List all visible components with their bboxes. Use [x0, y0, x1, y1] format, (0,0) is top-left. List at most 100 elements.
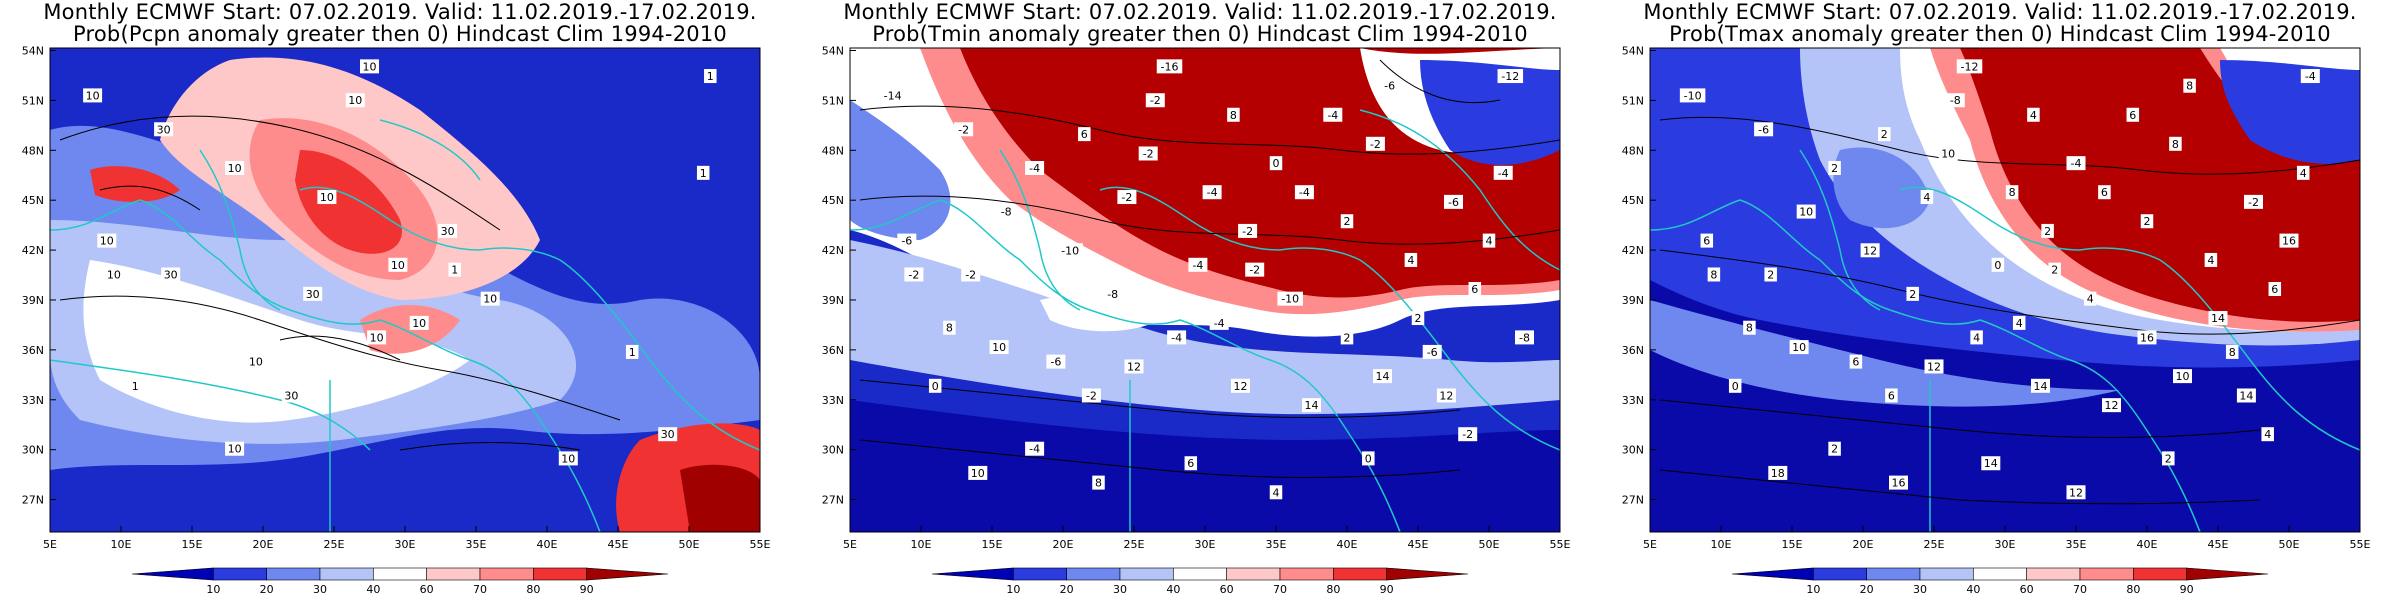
contour-label: 1: [700, 167, 707, 180]
contour-label: -4: [1498, 167, 1509, 180]
contour-label-box: [943, 320, 956, 335]
contour-label-box: [1365, 136, 1385, 151]
contour-labels: 1 10 10 30 10 10 10 30 10 30 10 10 30 10 30 10 10 1 10 10 1 1…: [83, 59, 717, 466]
contour-label-box: [1444, 194, 1463, 209]
colorbar-arrow-high: [2186, 567, 2269, 581]
contour-label-box: [1209, 315, 1229, 330]
contour-label: 16: [2140, 331, 2154, 344]
contour-label-box: [1025, 161, 1045, 175]
contour-label-box: [2208, 311, 2228, 326]
contour-label: 6: [2101, 186, 2108, 199]
colorbar-label: 70: [473, 583, 487, 596]
contour-label: 1: [707, 70, 714, 83]
precip-probability-map: 54N 51N 48N 45N 42N 39N 36N 33N 30N 27N 5E 10E 15E 20…: [22, 44, 771, 551]
contour-label: -8: [1519, 331, 1530, 344]
lon-tick-label: 20E: [253, 538, 274, 551]
contour-labels: -4 -10 -12 -6 -8 2 4 2 0 2 4 6 2 4 6 8 4 8 6 2 0 2 4 2 4 6 8 10 12 10…: [1679, 59, 2320, 500]
colorbar-label: 60: [420, 583, 434, 596]
tmax-region-north-low: [2220, 60, 2360, 164]
lon-tick-label: 10E: [1711, 538, 1732, 551]
contour-label: 2: [1831, 162, 1838, 175]
colorbar-label: 60: [2020, 583, 2034, 596]
contour-label: -4: [2305, 70, 2316, 83]
contour-label: 8: [946, 322, 953, 335]
contour-label: 6: [1888, 389, 1895, 402]
tmax-region-90: [1960, 48, 2360, 322]
contour-label-box: [1906, 286, 1919, 301]
contour-label: 18: [1771, 467, 1785, 480]
colorbar-arrow-low: [131, 567, 214, 581]
contour-label: 10: [228, 162, 242, 175]
contour-label: -2: [908, 268, 919, 281]
lat-tick-label: 48N: [822, 144, 844, 157]
colorbar-segment: [1066, 567, 1121, 581]
contour-label: -2: [1249, 264, 1260, 277]
contour-label-box: [2027, 107, 2040, 122]
contour-label: 4: [1273, 486, 1280, 499]
contour-label: 12: [1863, 244, 1877, 257]
contour-label-box: [225, 161, 245, 175]
contour-label-box: [1323, 107, 1343, 122]
contour-label: 6: [2271, 283, 2278, 296]
contour-labels: -12 -14 -16 -2 -2 -4 -2 -2 -4 -8 -10 -6 -2 -4 -2 -2 -4 -6…: [879, 59, 1534, 500]
contour-label-box: [1373, 369, 1392, 384]
colorbar-segment: [1973, 567, 2027, 581]
contour-label: 1: [451, 264, 458, 277]
panel-title-line1: Monthly ECMWF Start: 07.02.2019. Valid: …: [1643, 0, 2357, 24]
contour-label: 4: [1973, 331, 1980, 344]
contour-label-box: [2083, 291, 2097, 306]
contours: [59, 115, 621, 451]
contour-label-box: [1981, 456, 2001, 471]
contour-label: -2: [1150, 94, 1161, 107]
contour-label: -4: [1214, 317, 1225, 330]
colorbar-arrow-low: [931, 567, 1014, 581]
lon-tick-label: 55E: [2350, 538, 2371, 551]
contour-label-box: [2140, 214, 2154, 229]
contour-label: -4: [1327, 109, 1338, 122]
colorbar-segment: [1279, 567, 1334, 581]
contour-label-box: [97, 233, 117, 248]
contour-label: -6: [1758, 123, 1769, 136]
lon-tick-label: 50E: [1479, 538, 1500, 551]
contour-label: 12: [1127, 360, 1141, 373]
contour-label-box: [2005, 185, 2019, 200]
lon-tick-label: 10E: [911, 538, 932, 551]
contour-label: 4: [1486, 235, 1493, 248]
lon-tick-label: 15E: [1782, 538, 1803, 551]
lon-tick-label: 40E: [2137, 538, 2158, 551]
contour-label: 2: [1344, 331, 1351, 344]
contour-label: 6: [1703, 235, 1710, 248]
colorbar-segment: [533, 567, 587, 581]
contour-label: -4: [1299, 186, 1310, 199]
contour-label-box: [1340, 214, 1354, 229]
lat-tick-label: 51N: [822, 94, 844, 107]
lon-tick-label: 5E: [843, 538, 857, 551]
contour-label-box: [1878, 127, 1891, 142]
lat-tick-label: 42N: [822, 244, 844, 257]
colorbar-segment: [1173, 567, 1227, 581]
lon-tick-label: 15E: [182, 538, 203, 551]
contour-label: 10: [100, 235, 114, 248]
contour-label: -2: [2248, 196, 2259, 209]
contour-label-box: [1269, 156, 1283, 171]
lon-tick-label: 10E: [111, 538, 132, 551]
contour-label: 14: [1984, 457, 1998, 470]
panel-title-line2: Prob(Tmax anomaly greater then 0) Hindca…: [1669, 22, 2331, 46]
colorbar-segment: [426, 567, 481, 581]
contour-label: 4: [2016, 317, 2023, 330]
contour-label-box: [1945, 93, 1965, 108]
lon-tick-label: 55E: [750, 538, 771, 551]
contour-label-box: [1422, 344, 1442, 359]
tmin-region-north-low: [1420, 60, 1560, 165]
lon-tick-label: 5E: [1643, 538, 1657, 551]
contour-label-box: [1103, 286, 1123, 301]
contour-label-box: [2296, 165, 2310, 180]
lat-tick-label: 27N: [1622, 494, 1644, 507]
contour-label: -10: [1684, 89, 1702, 102]
colorbar-label: 30: [1913, 583, 1927, 596]
contour-label: 10: [483, 293, 497, 306]
contour-label: 10: [412, 317, 426, 330]
contour-label-box: [1482, 233, 1496, 248]
